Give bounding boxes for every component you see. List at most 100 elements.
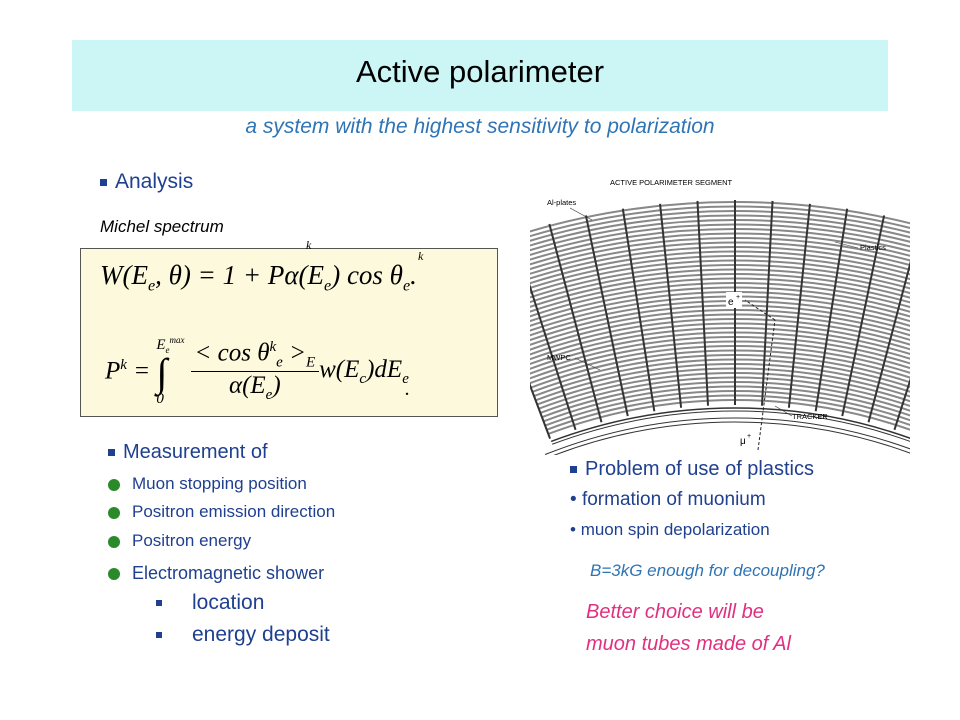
t: k [269, 338, 277, 355]
eq-part: . [410, 260, 417, 290]
al-plate [530, 283, 577, 431]
k-mark: k [306, 238, 312, 252]
t: ) [272, 372, 281, 400]
text: muon spin depolarization [580, 520, 770, 539]
t: )dE [366, 355, 403, 383]
text: formation of muonium [581, 489, 766, 510]
bullet [108, 568, 120, 581]
eq-part: e [324, 276, 332, 295]
t: e [276, 354, 283, 371]
bullet [108, 506, 120, 519]
measurement-heading: Measurement of [108, 441, 268, 464]
al-plate [760, 200, 774, 406]
text: Positron energy [132, 531, 252, 550]
al-plate [867, 260, 910, 423]
text: energy deposit [192, 623, 330, 646]
conclusion: muon tubes made of Al [586, 633, 791, 655]
al-plate [893, 377, 910, 431]
t: max [169, 335, 185, 345]
integral: Eemax ∫ 0 [156, 335, 184, 408]
measurement-item: Electromagnetic shower [108, 563, 324, 584]
arc [550, 407, 910, 443]
problem-item: • muon spin depolarization [570, 520, 770, 539]
al-plate [696, 200, 710, 406]
diagram-label: Al-plates [547, 198, 576, 207]
diagram-label: + [736, 294, 740, 301]
equation-1: W(Ee, θ) = 1 + Pα(Ee) cos θe. [100, 260, 417, 295]
diagram-label: ACTIVE POLARIMETER SEGMENT [610, 178, 733, 187]
al-plate [621, 208, 656, 412]
michel-label: Michel spectrum [100, 217, 224, 236]
arc [551, 410, 910, 445]
label-bg [726, 292, 742, 308]
measurement-subitem: energy deposit [156, 623, 330, 647]
diagram-label: μ [740, 436, 746, 447]
problem-item: • formation of muonium [570, 489, 766, 510]
leader [834, 241, 859, 249]
equation-box [80, 248, 498, 417]
t: > [282, 339, 306, 367]
text: Electromagnetic shower [132, 563, 325, 583]
text: Measurement of [123, 441, 268, 463]
subtitle: a system with the highest sensitivity to… [245, 115, 715, 138]
measurement-subitem: location [156, 591, 264, 615]
text: Analysis [115, 170, 194, 193]
bullet [108, 478, 120, 491]
text: location [192, 591, 265, 614]
diagram-label: e [728, 297, 734, 308]
t: Pk = [105, 357, 156, 385]
eq-part: ) cos θ [331, 260, 403, 290]
t: < cos θ [194, 339, 270, 367]
t: w(E [319, 355, 360, 383]
eq-part: , θ) = 1 + Pα(E [155, 260, 325, 290]
al-plate [584, 215, 629, 417]
arc [544, 417, 910, 455]
equation-2: Pk = Eemax ∫ 0 < cos θke >E α(Ee) w(Ec)d… [105, 335, 409, 408]
t: e [265, 387, 273, 404]
text: Problem of use of plastics [585, 458, 814, 480]
diagram-label: + [747, 433, 751, 440]
t: e [402, 370, 409, 387]
diagram-label: TRACKER [792, 412, 828, 421]
problem-heading: Problem of use of plastics [570, 458, 814, 481]
eq-part: e [147, 276, 156, 295]
analysis-heading: Analysis [100, 170, 193, 194]
diagram-label: MWPC [547, 353, 571, 362]
leader [774, 405, 793, 417]
leader [574, 357, 601, 371]
bullet [156, 600, 162, 607]
bullet [156, 632, 162, 639]
measurement-item: Muon stopping position [108, 474, 307, 494]
leader [569, 207, 593, 221]
t: = [126, 357, 157, 385]
t: e [165, 345, 170, 355]
t: E [156, 337, 166, 353]
measurement-item: Positron emission direction [108, 502, 335, 522]
title-band [72, 40, 888, 111]
fraction: < cos θke >E α(Ee) [190, 338, 320, 404]
t: α(E [228, 372, 266, 400]
al-plate [659, 203, 683, 408]
text: Positron emission direction [132, 502, 336, 521]
bullet [108, 535, 120, 548]
text: Muon stopping position [132, 474, 307, 493]
measurement-item: Positron energy [108, 531, 251, 551]
note: B=3kG enough for decoupling? [590, 561, 825, 580]
diagram-label: Plastics [860, 243, 886, 252]
eq-part: W(E [100, 260, 148, 290]
t: ∫ [156, 350, 168, 395]
t: P [105, 357, 121, 385]
al-plate [787, 203, 811, 408]
al-plate [814, 208, 849, 412]
t: k [120, 357, 127, 374]
arc [553, 421, 910, 455]
title: Active polarimeter [355, 54, 605, 89]
t: . [405, 378, 410, 400]
polarimeter-diagram: ACTIVE POLARIMETER SEGMENT Al-plates Plast… [530, 178, 910, 455]
al-plate [530, 382, 551, 440]
al-plate [841, 215, 886, 417]
track [757, 319, 776, 451]
t: c [359, 370, 367, 387]
al-plate [548, 223, 603, 423]
